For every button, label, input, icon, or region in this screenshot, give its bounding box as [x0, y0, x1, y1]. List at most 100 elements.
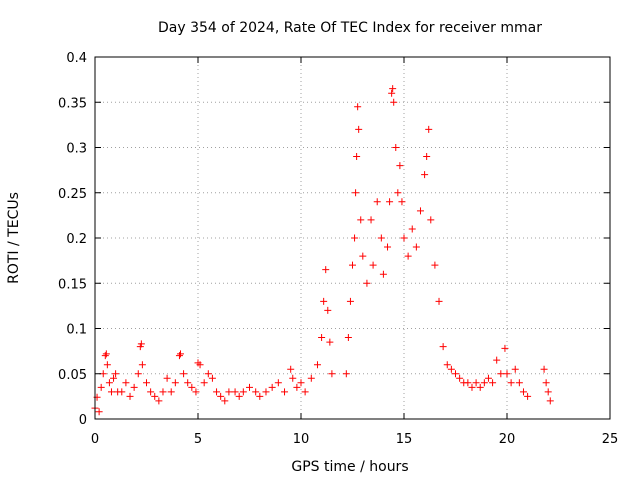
y-tick-label: 0.25	[58, 187, 87, 202]
x-tick-labels: 0 5 10 15 20 25	[91, 432, 618, 447]
data-point	[386, 198, 394, 206]
y-tick-label: 0.35	[58, 96, 87, 111]
data-point	[346, 297, 354, 305]
data-point	[118, 388, 126, 396]
data-point	[379, 270, 387, 278]
data-point	[322, 266, 330, 274]
data-point	[404, 252, 412, 260]
data-point	[137, 340, 145, 348]
data-point	[497, 370, 505, 378]
y-tick-label: 0.2	[66, 232, 87, 247]
data-point	[163, 374, 171, 382]
data-point	[102, 350, 110, 358]
data-point	[519, 388, 527, 396]
data-point	[400, 234, 408, 242]
data-point	[354, 103, 362, 111]
data-points	[91, 85, 554, 416]
y-axis-label: ROTI / TECUs	[6, 192, 22, 284]
data-point	[208, 374, 216, 382]
data-point	[544, 388, 552, 396]
data-point	[515, 379, 523, 387]
data-point	[138, 361, 146, 369]
data-point	[452, 370, 459, 378]
data-point	[464, 379, 472, 387]
data-point	[423, 153, 431, 161]
data-point	[480, 379, 488, 387]
data-point	[192, 388, 200, 396]
data-point	[196, 361, 204, 369]
data-point	[225, 388, 233, 396]
data-point	[262, 388, 270, 396]
data-point	[110, 374, 118, 382]
data-point	[231, 388, 239, 396]
data-point	[274, 379, 282, 387]
data-point	[351, 234, 359, 242]
data-point	[412, 243, 420, 251]
data-point	[390, 98, 398, 106]
y-tick-label: 0.4	[66, 51, 87, 66]
data-point	[103, 361, 111, 369]
x-tick-label: 15	[396, 432, 413, 447]
data-point	[147, 388, 155, 396]
data-point	[293, 383, 301, 391]
data-point	[204, 370, 212, 378]
chart-title: Day 354 of 2024, Rate Of TEC Index for r…	[158, 20, 542, 36]
data-point	[443, 361, 451, 369]
data-point	[392, 144, 400, 151]
data-point	[155, 397, 163, 405]
data-point	[357, 216, 365, 224]
data-point	[408, 225, 416, 233]
data-point	[134, 370, 142, 378]
data-point	[107, 388, 115, 396]
data-point	[384, 243, 392, 251]
data-point	[301, 388, 309, 396]
data-point	[352, 189, 360, 197]
data-point	[388, 89, 396, 97]
data-point	[289, 374, 297, 382]
data-point	[268, 383, 276, 391]
y-tick-label: 0.3	[66, 142, 87, 157]
data-point	[493, 356, 501, 364]
data-point	[101, 352, 109, 360]
data-point	[501, 344, 509, 352]
y-tick-label: 0.15	[58, 277, 87, 292]
data-point	[489, 379, 497, 387]
data-point	[421, 171, 429, 179]
data-point	[318, 334, 326, 342]
data-point	[200, 379, 208, 387]
data-point	[180, 370, 188, 378]
data-point	[431, 261, 439, 269]
data-point	[213, 388, 221, 396]
data-point	[95, 408, 103, 416]
data-point	[246, 383, 253, 391]
data-point	[396, 162, 404, 170]
data-point	[439, 343, 447, 351]
data-point	[367, 216, 375, 224]
data-point	[221, 397, 229, 405]
data-point	[320, 297, 328, 305]
data-point	[447, 365, 455, 373]
data-point	[524, 392, 532, 400]
data-point	[359, 252, 367, 260]
data-point	[297, 379, 305, 387]
data-point	[326, 338, 334, 346]
data-point	[369, 261, 377, 269]
data-point	[328, 370, 336, 378]
data-point	[256, 392, 264, 400]
data-point	[151, 392, 159, 400]
data-point	[416, 207, 424, 215]
axis-ticks	[94, 56, 611, 420]
y-tick-labels: 0 0.05 0.1 0.15 0.2 0.25 0.3 0.35 0.4	[58, 51, 87, 428]
data-point	[546, 397, 554, 405]
data-point	[287, 365, 295, 373]
y-tick-label: 0.1	[66, 323, 87, 338]
x-axis-label: GPS time / hours	[291, 459, 408, 475]
data-point	[389, 85, 397, 93]
data-point	[353, 153, 361, 161]
data-point	[511, 365, 519, 373]
data-point	[344, 334, 352, 342]
data-point	[130, 383, 138, 391]
data-point	[122, 379, 130, 387]
data-point	[176, 350, 184, 358]
data-point	[355, 125, 363, 133]
